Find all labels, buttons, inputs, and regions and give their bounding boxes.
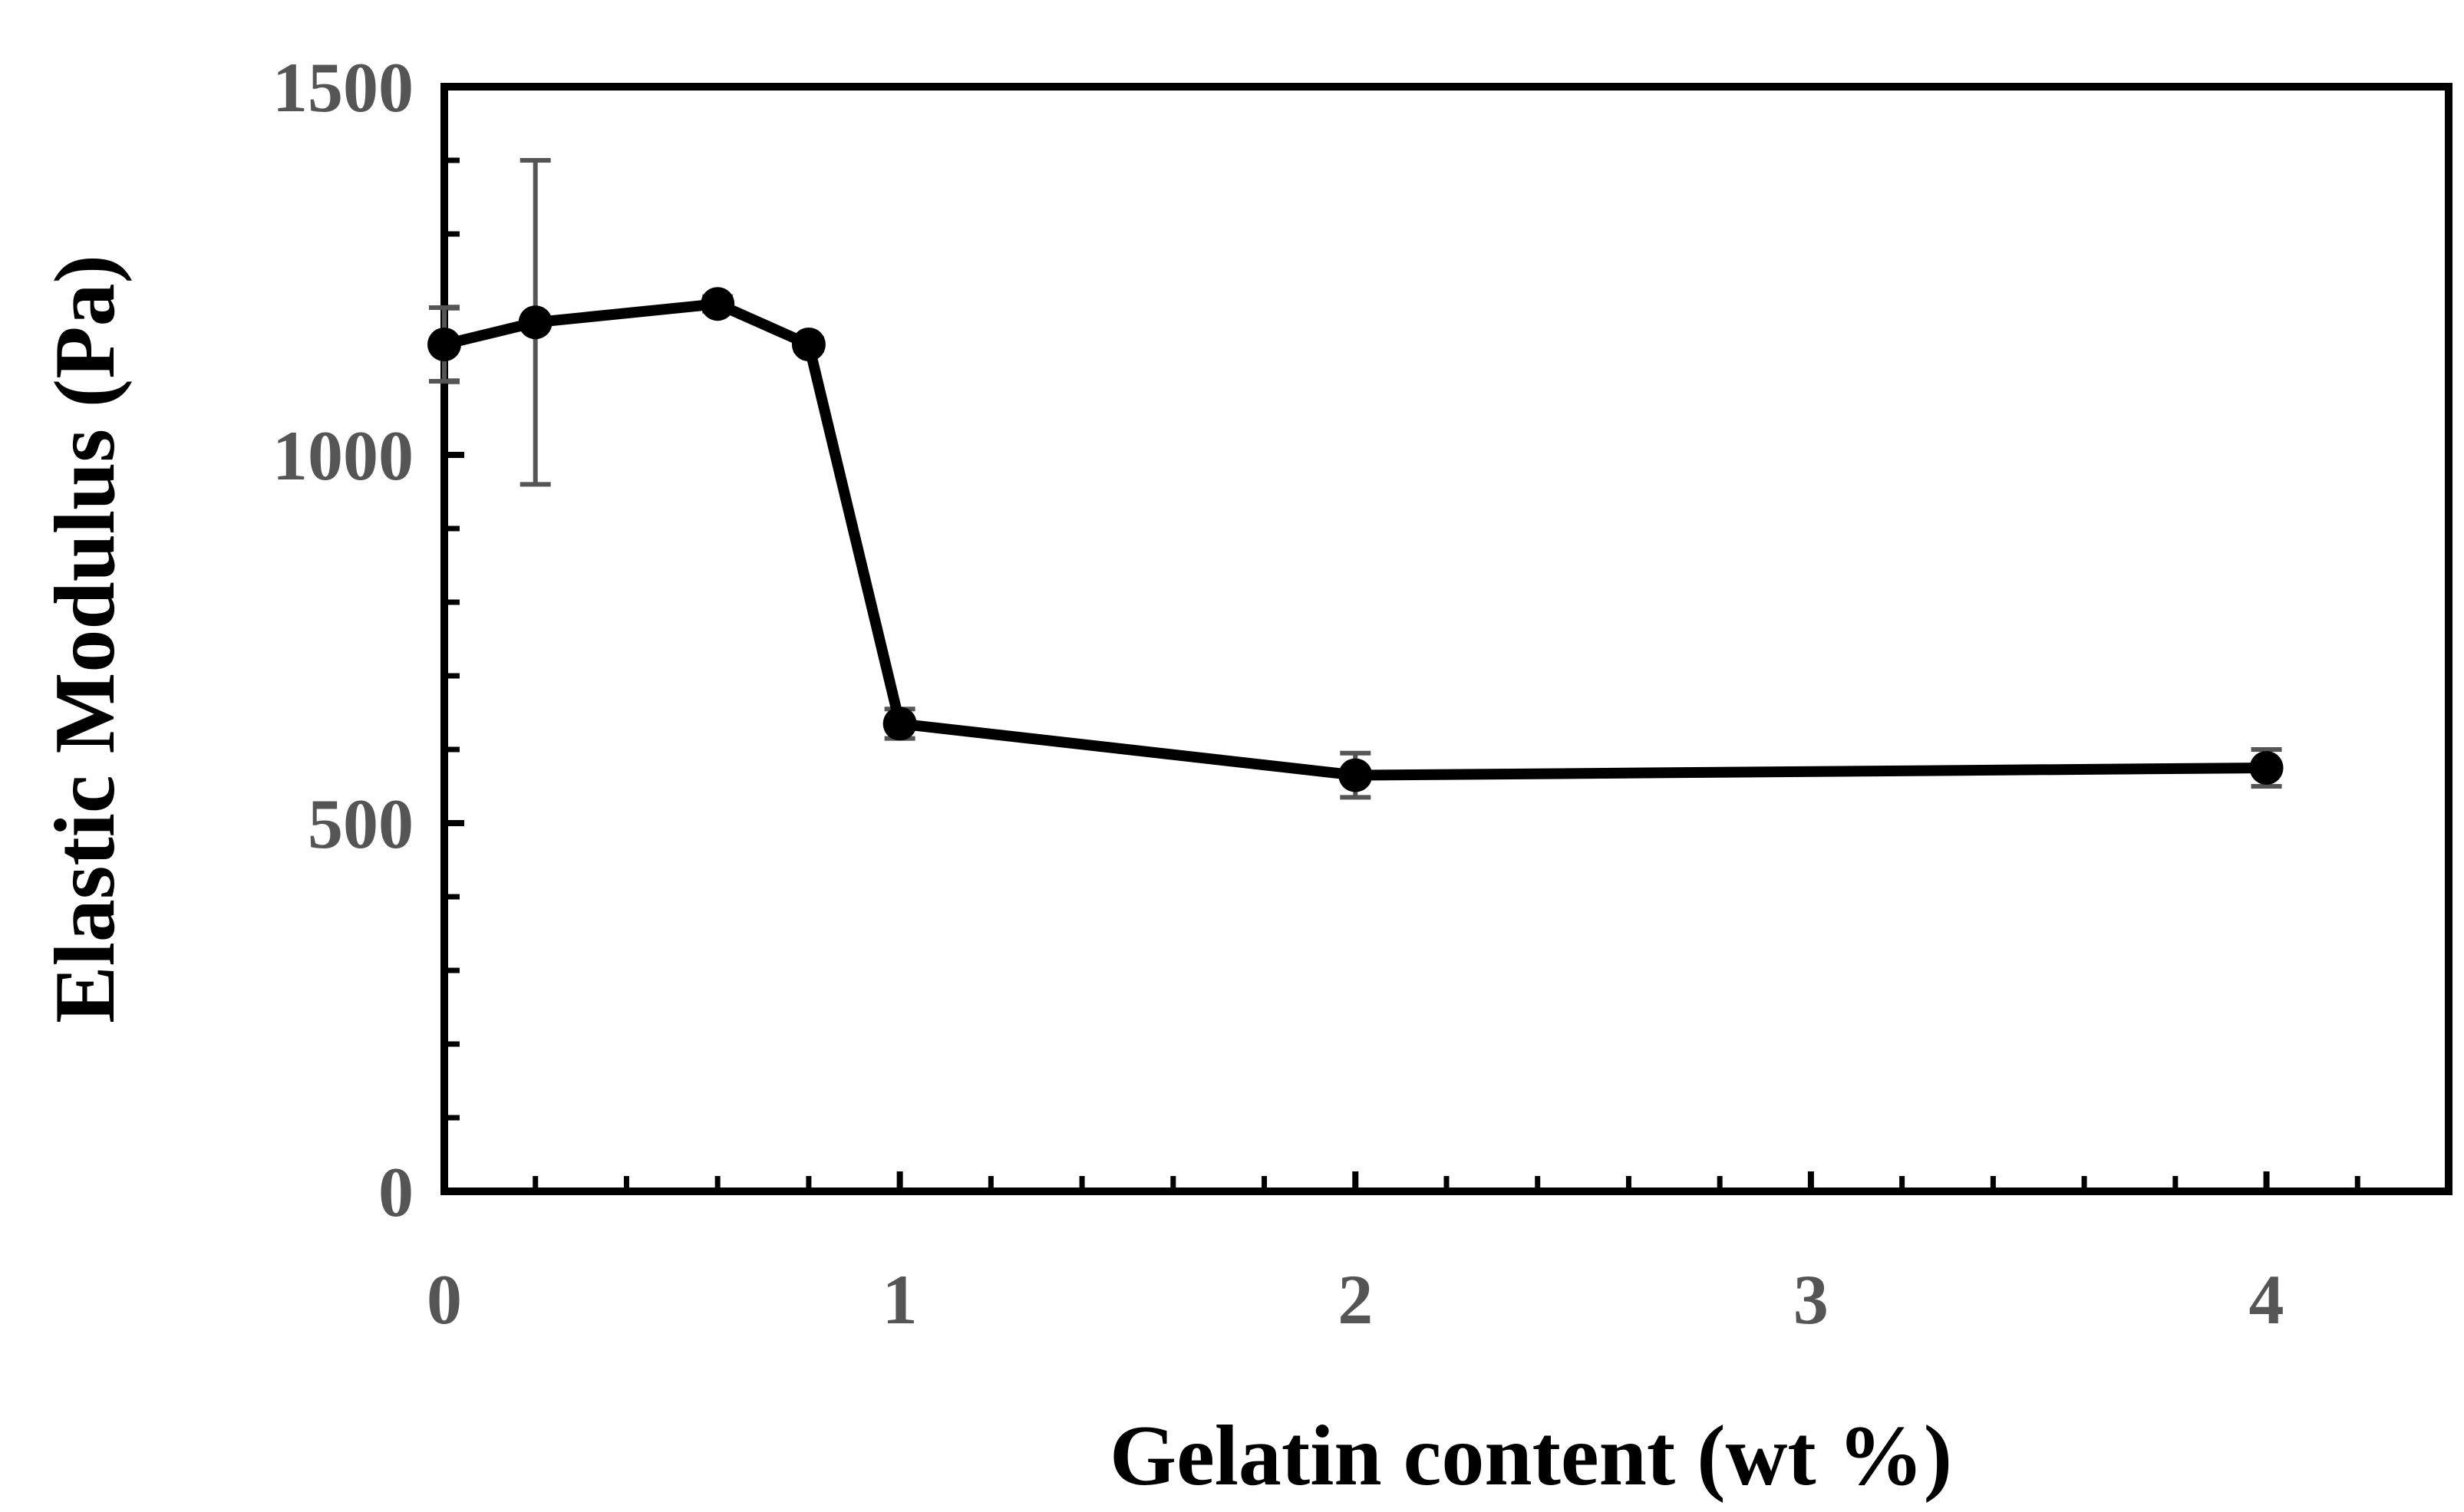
- y-tick-label: 1000: [272, 417, 414, 495]
- y-tick-label: 500: [308, 785, 414, 863]
- x-tick-label: 1: [882, 1260, 918, 1339]
- data-point: [427, 328, 461, 361]
- y-axis-title: Elastic Modulus (Pa): [38, 255, 133, 1023]
- plot-frame: [440, 83, 2452, 1195]
- x-tick-label: 4: [2249, 1260, 2284, 1339]
- data-line: [443, 298, 2267, 781]
- x-tick-label: 3: [1793, 1260, 1829, 1339]
- x-tick-label: 0: [427, 1260, 462, 1339]
- data-point: [701, 287, 735, 321]
- x-axis-title: Gelatin content (wt %): [1110, 1408, 1952, 1504]
- x-tick-label: 2: [1338, 1260, 1373, 1339]
- data-point: [518, 305, 553, 340]
- data-point: [791, 328, 826, 361]
- data-point: [2249, 751, 2284, 785]
- data-point: [1338, 758, 1373, 792]
- data-point: [882, 707, 917, 741]
- y-tick-label: 0: [378, 1153, 414, 1231]
- y-tick-label: 1500: [272, 48, 414, 127]
